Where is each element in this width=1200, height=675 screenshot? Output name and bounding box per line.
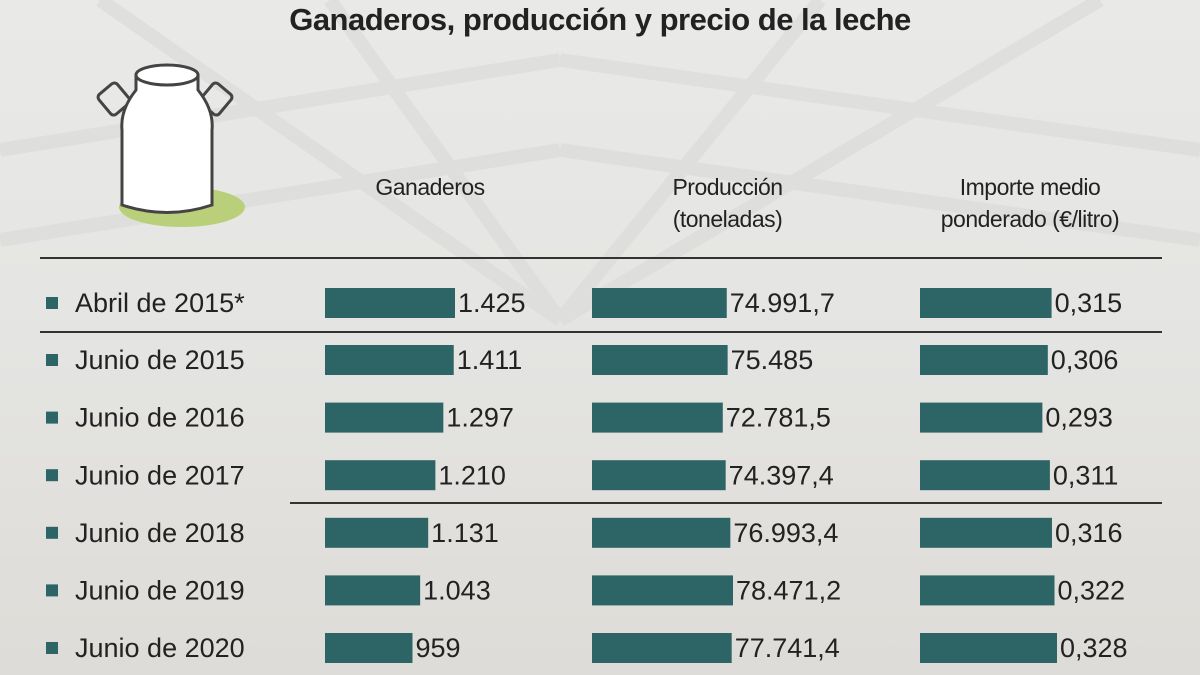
bar bbox=[920, 402, 1043, 433]
bar bbox=[325, 460, 436, 491]
value-label: 1.043 bbox=[423, 576, 491, 606]
value-label: 74.991,7 bbox=[730, 288, 835, 318]
bar bbox=[325, 633, 413, 663]
bar bbox=[325, 402, 444, 433]
row-label: Junio de 2016 bbox=[75, 403, 245, 433]
bar bbox=[920, 288, 1052, 318]
value-label: 1.131 bbox=[431, 518, 499, 548]
value-label: 959 bbox=[415, 633, 460, 663]
row-label: Junio de 2017 bbox=[75, 460, 245, 490]
dividers bbox=[40, 257, 1162, 504]
bullet bbox=[46, 297, 58, 309]
value-label: 76.993,4 bbox=[733, 518, 838, 548]
value-label: 1.411 bbox=[457, 345, 523, 375]
bar bbox=[920, 517, 1052, 548]
value-label: 1.297 bbox=[446, 403, 514, 433]
value-label: 1.425 bbox=[458, 288, 526, 318]
bar bbox=[325, 288, 455, 318]
row-label: Junio de 2019 bbox=[75, 576, 245, 606]
value-label: 0,306 bbox=[1051, 345, 1119, 375]
value-label: 77.741,4 bbox=[735, 633, 840, 663]
milk-can-icon bbox=[96, 63, 245, 227]
column-header: Ganaderos bbox=[375, 174, 485, 200]
value-label: 0,316 bbox=[1055, 518, 1123, 548]
bullet bbox=[46, 584, 58, 597]
bar bbox=[325, 517, 429, 548]
bar bbox=[920, 460, 1050, 491]
bullet bbox=[46, 354, 58, 366]
bar bbox=[592, 288, 727, 318]
row-label: Junio de 2018 bbox=[75, 518, 245, 548]
bullet bbox=[46, 411, 58, 424]
row-label: Junio de 2020 bbox=[75, 633, 245, 663]
value-label: 78.471,2 bbox=[736, 576, 841, 606]
bar bbox=[920, 633, 1057, 663]
column-header: Producción (toneladas) bbox=[672, 174, 783, 232]
bar bbox=[920, 345, 1048, 375]
value-label: 0,322 bbox=[1057, 576, 1125, 606]
value-label: 74.397,4 bbox=[729, 460, 834, 490]
bar bbox=[592, 460, 726, 491]
value-label: 0,328 bbox=[1060, 633, 1128, 663]
value-label: 0,315 bbox=[1055, 288, 1123, 318]
bar bbox=[592, 633, 732, 663]
column-header: Importe medio ponderado (€/litro) bbox=[940, 174, 1120, 232]
bullet bbox=[46, 469, 58, 482]
bar bbox=[592, 402, 723, 433]
value-label: 0,293 bbox=[1045, 403, 1113, 433]
bar bbox=[592, 517, 731, 548]
value-label: 1.210 bbox=[438, 460, 506, 490]
bar bbox=[920, 575, 1055, 606]
row-label: Junio de 2015 bbox=[75, 345, 245, 375]
value-label: 75.485 bbox=[731, 345, 814, 375]
value-label: 72.781,5 bbox=[726, 403, 831, 433]
bullet bbox=[46, 642, 58, 654]
value-label: 0,311 bbox=[1053, 460, 1119, 490]
row-label: Abril de 2015* bbox=[75, 288, 245, 318]
bar bbox=[592, 575, 733, 606]
chart-title: Ganaderos, producción y precio de la lec… bbox=[289, 2, 911, 37]
bar bbox=[325, 575, 421, 606]
bullet bbox=[46, 526, 58, 539]
bar bbox=[325, 345, 454, 375]
bar bbox=[592, 345, 728, 375]
